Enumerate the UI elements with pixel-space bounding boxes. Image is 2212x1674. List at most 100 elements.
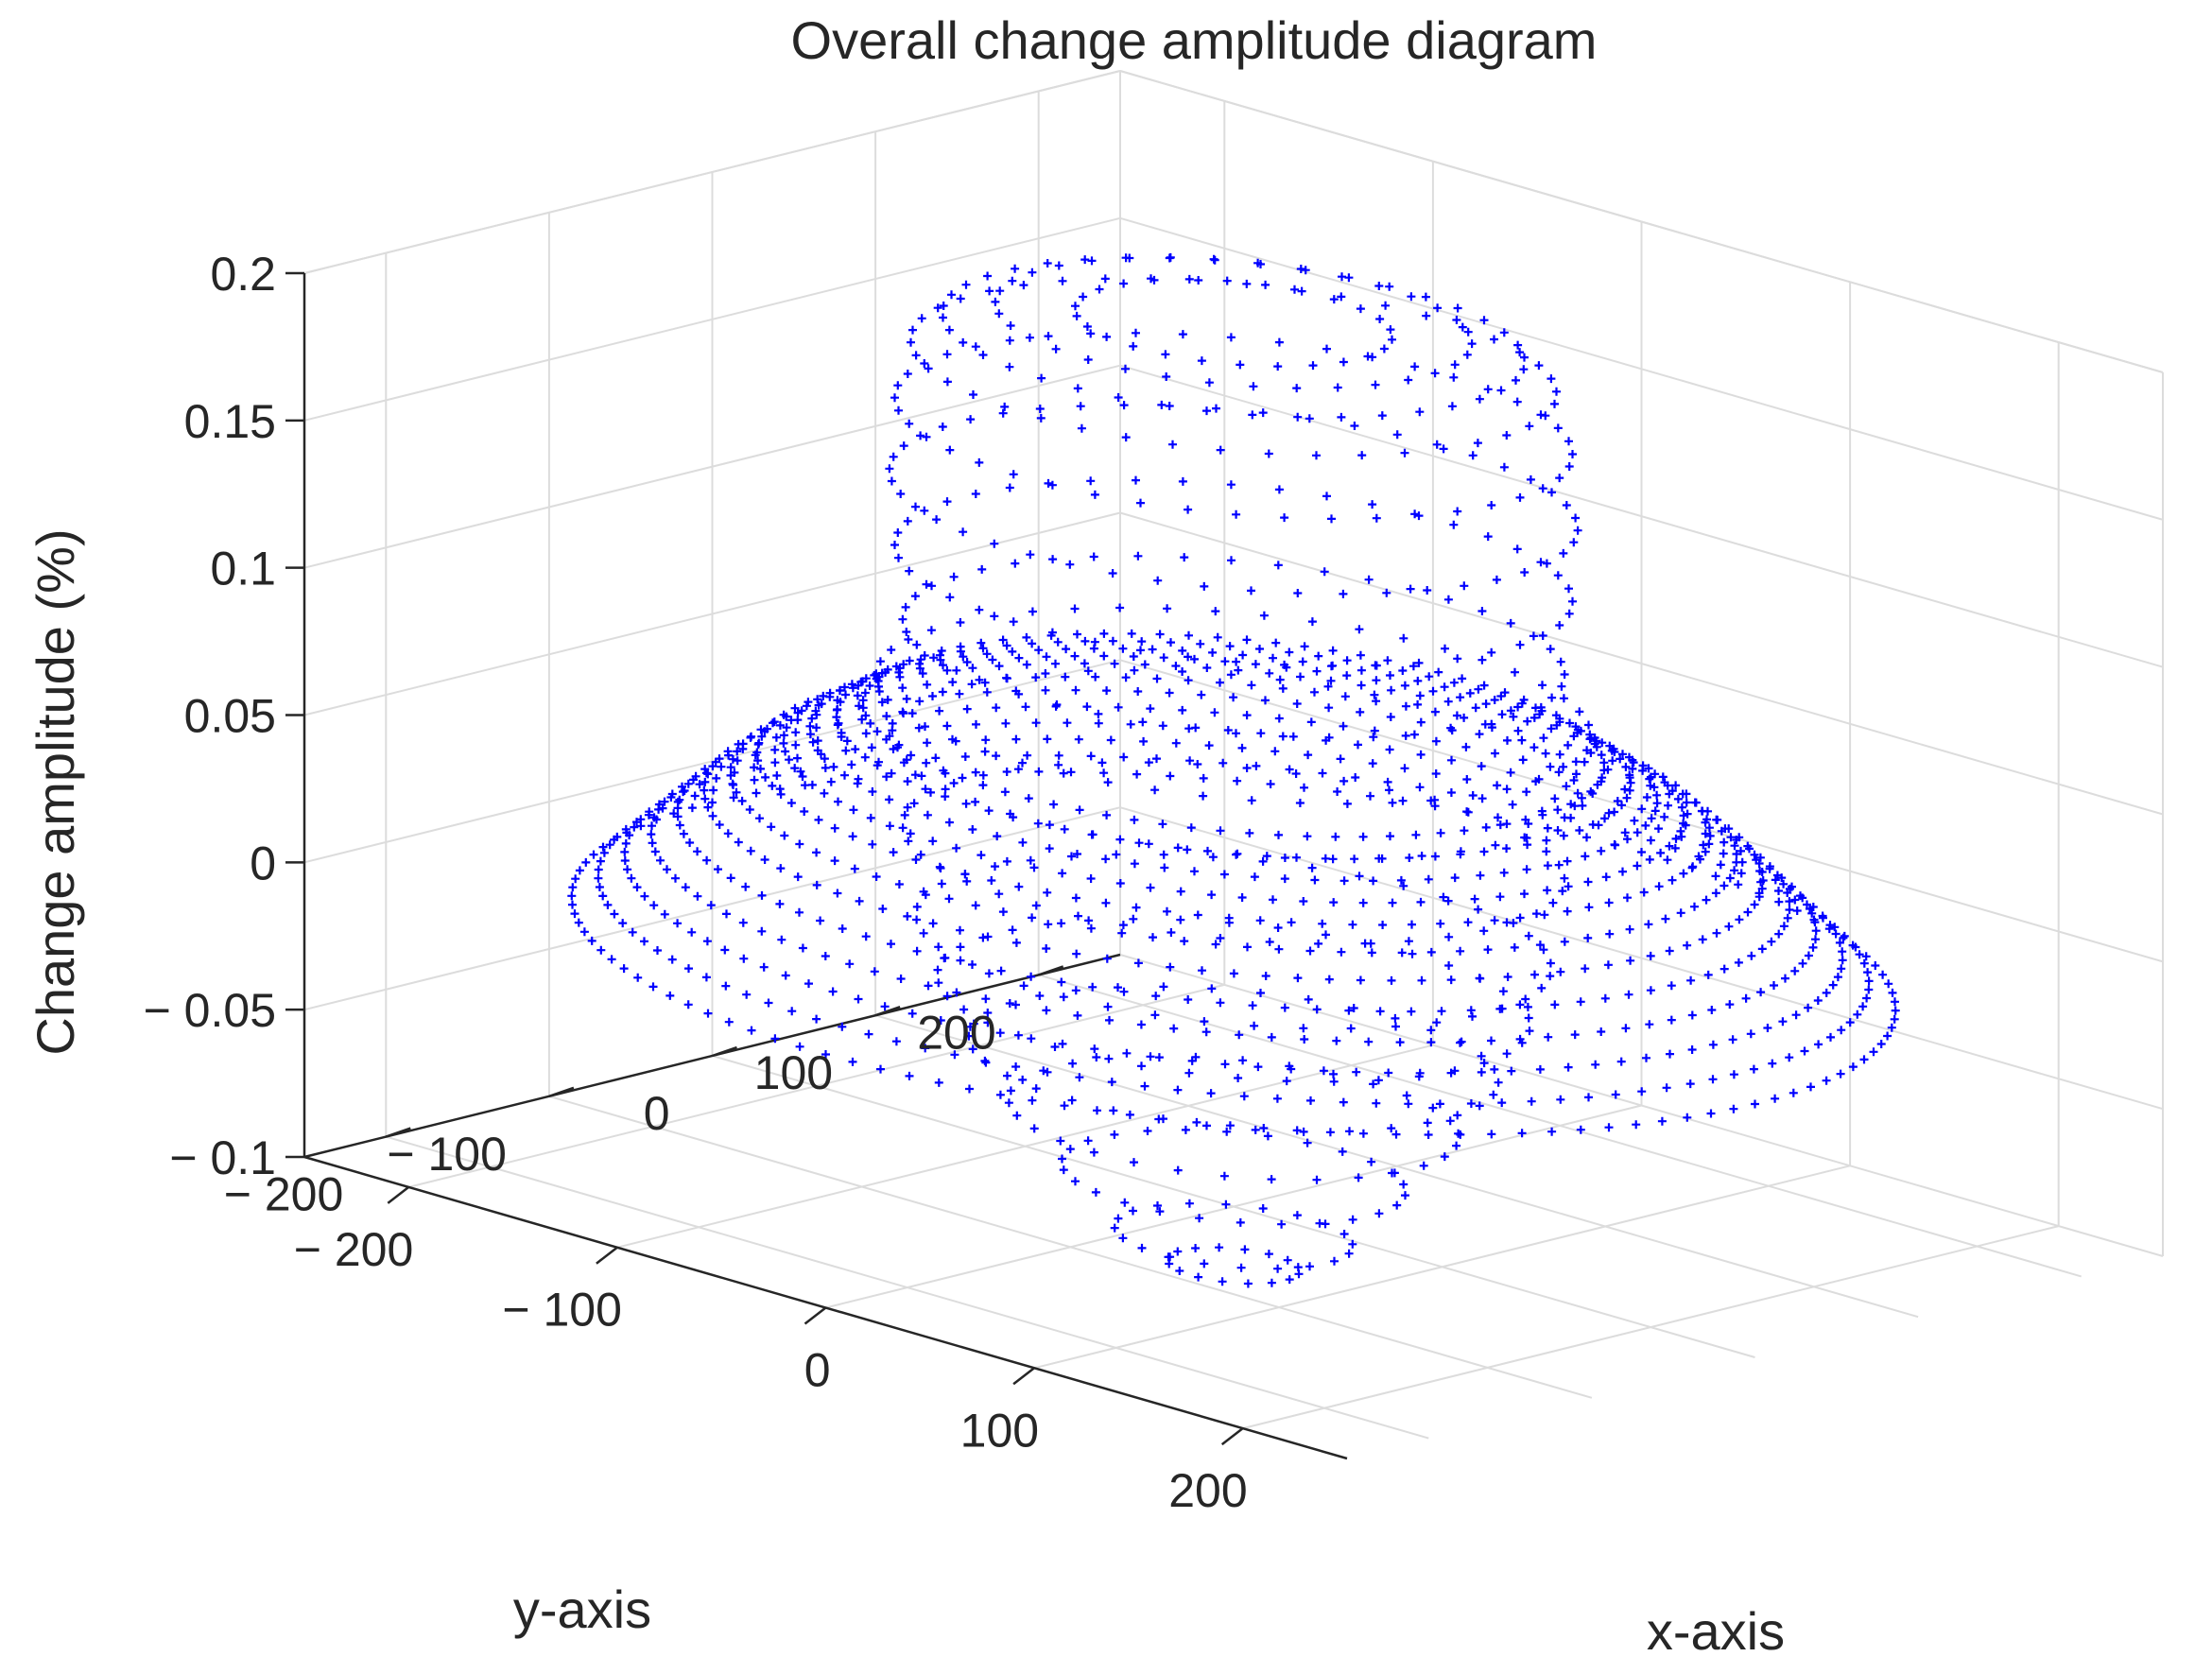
data-point-column bbox=[1144, 758, 1153, 768]
data-point-annulus bbox=[797, 706, 806, 716]
data-point-annulus bbox=[942, 665, 952, 675]
data-point-annulus bbox=[1176, 887, 1185, 896]
data-point-annulus bbox=[1523, 1002, 1532, 1011]
data-point-annulus bbox=[1022, 632, 1031, 642]
data-point-annulus bbox=[1888, 988, 1897, 997]
data-point-annulus bbox=[1616, 1057, 1626, 1066]
data-point-column bbox=[1315, 1218, 1324, 1228]
data-point-annulus bbox=[1285, 647, 1294, 657]
data-point-annulus bbox=[876, 1064, 885, 1074]
data-point-annulus bbox=[1405, 854, 1414, 862]
data-point-annulus bbox=[1329, 898, 1339, 907]
data-point-annulus bbox=[1665, 841, 1674, 851]
data-point-column bbox=[1035, 405, 1045, 413]
data-point-annulus bbox=[1603, 765, 1613, 774]
data-point-annulus bbox=[992, 703, 1001, 713]
data-point-column bbox=[1538, 631, 1547, 640]
data-point-annulus bbox=[1495, 892, 1505, 902]
data-point-column bbox=[991, 297, 1000, 306]
data-point-annulus bbox=[1114, 702, 1123, 712]
data-point-column bbox=[905, 419, 914, 428]
data-point-column bbox=[1028, 267, 1037, 277]
data-point-column bbox=[1166, 252, 1175, 262]
data-point-column bbox=[1146, 1052, 1155, 1061]
data-point-annulus bbox=[1814, 1040, 1823, 1049]
data-point-annulus bbox=[1002, 856, 1011, 866]
data-point-column bbox=[1330, 1256, 1339, 1266]
z-axis-title: Change amplitude (%) bbox=[26, 528, 85, 1055]
data-point-column bbox=[1121, 433, 1131, 442]
data-point-column bbox=[1086, 476, 1096, 486]
data-point-column bbox=[1475, 974, 1484, 983]
data-point-column bbox=[1226, 333, 1236, 342]
data-point-annulus bbox=[729, 780, 738, 789]
data-point-annulus bbox=[622, 828, 631, 837]
data-point-column bbox=[1249, 382, 1258, 391]
data-point-annulus bbox=[1861, 952, 1871, 961]
data-point-annulus bbox=[1620, 828, 1630, 837]
data-point-annulus bbox=[1637, 848, 1646, 856]
data-point-column bbox=[1414, 1072, 1424, 1081]
data-point-annulus bbox=[793, 872, 803, 882]
data-point-column bbox=[1280, 660, 1289, 669]
data-point-annulus bbox=[1562, 782, 1571, 791]
data-point-annulus bbox=[1333, 787, 1342, 796]
data-point-annulus bbox=[1502, 844, 1512, 854]
data-point-annulus bbox=[1756, 988, 1766, 997]
data-point-column bbox=[1003, 1071, 1011, 1080]
data-point-annulus bbox=[878, 905, 888, 913]
data-point-column bbox=[1349, 1004, 1358, 1012]
data-point-column bbox=[1355, 872, 1364, 881]
data-point-column bbox=[994, 309, 1004, 319]
data-point-annulus bbox=[581, 857, 591, 867]
data-point-annulus bbox=[1110, 659, 1119, 668]
data-point-annulus bbox=[1719, 881, 1729, 890]
data-point-column bbox=[909, 799, 919, 808]
data-point-column bbox=[1515, 348, 1525, 357]
data-point-column bbox=[1184, 1199, 1194, 1208]
data-point-annulus bbox=[656, 855, 665, 865]
data-point-column bbox=[1083, 666, 1093, 676]
data-point-annulus bbox=[1430, 707, 1440, 716]
data-point-annulus bbox=[1321, 854, 1330, 863]
data-point-column bbox=[1562, 501, 1571, 509]
data-point-annulus bbox=[907, 751, 916, 760]
data-point-annulus bbox=[1337, 947, 1346, 957]
data-point-column bbox=[887, 476, 896, 486]
data-point-annulus bbox=[833, 696, 842, 705]
data-point-column bbox=[1149, 275, 1159, 285]
data-point-annulus bbox=[1862, 993, 1872, 1003]
data-point-column bbox=[1018, 758, 1027, 768]
data-point-annulus bbox=[828, 987, 838, 996]
y-tick-label: 100 bbox=[754, 1046, 833, 1099]
data-point-annulus bbox=[1479, 681, 1489, 690]
data-point-annulus bbox=[848, 1057, 857, 1066]
data-point-annulus bbox=[971, 901, 980, 910]
data-point-column bbox=[1129, 1206, 1137, 1216]
data-point-column bbox=[1537, 983, 1547, 992]
data-point-column bbox=[911, 351, 921, 360]
data-point-column bbox=[1524, 1013, 1533, 1023]
data-point-annulus bbox=[1694, 852, 1703, 861]
data-point-annulus bbox=[1074, 734, 1083, 744]
data-point-annulus bbox=[771, 733, 781, 742]
data-point-annulus bbox=[652, 815, 661, 824]
data-point-annulus bbox=[1458, 674, 1467, 683]
data-point-column bbox=[1184, 652, 1193, 662]
data-point-annulus bbox=[1853, 1010, 1862, 1019]
data-point-column bbox=[1463, 807, 1473, 817]
data-point-column bbox=[1019, 981, 1028, 991]
data-point-annulus bbox=[905, 1071, 914, 1080]
data-point-annulus bbox=[1729, 1070, 1738, 1079]
data-point-column bbox=[1502, 1049, 1512, 1059]
data-point-annulus bbox=[1130, 859, 1139, 869]
data-point-annulus bbox=[1400, 764, 1409, 773]
data-point-annulus bbox=[1474, 684, 1483, 694]
data-point-annulus bbox=[1863, 968, 1873, 977]
data-point-column bbox=[1216, 934, 1225, 942]
data-point-column bbox=[1388, 798, 1397, 807]
data-point-column bbox=[1371, 380, 1380, 389]
data-point-column bbox=[1282, 1077, 1291, 1086]
data-point-annulus bbox=[1755, 867, 1765, 875]
data-point-annulus bbox=[842, 736, 852, 746]
